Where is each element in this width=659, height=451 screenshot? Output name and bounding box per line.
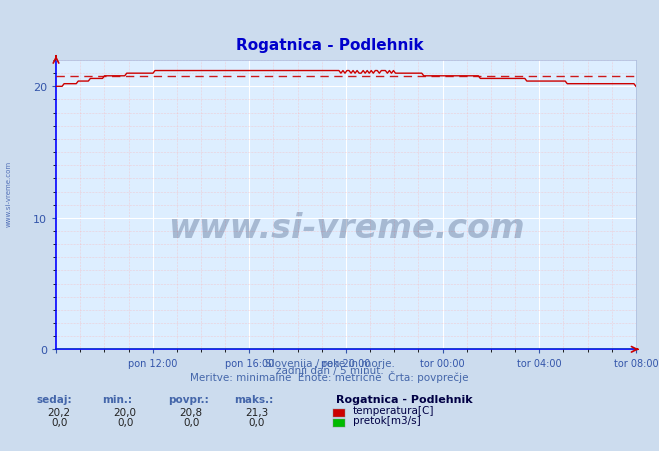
Text: povpr.:: povpr.: [168,394,209,404]
Text: 20,8: 20,8 [179,407,203,417]
Text: 0,0: 0,0 [183,417,199,427]
Text: www.si-vreme.com: www.si-vreme.com [167,212,525,245]
Text: 20,0: 20,0 [114,407,136,417]
Text: pretok[m3/s]: pretok[m3/s] [353,415,420,425]
Text: 0,0: 0,0 [117,417,133,427]
Text: Meritve: minimalne  Enote: metrične  Črta: povprečje: Meritve: minimalne Enote: metrične Črta:… [190,370,469,382]
Text: Slovenija / reke in morje.: Slovenija / reke in morje. [264,358,395,368]
Text: 0,0: 0,0 [249,417,265,427]
Text: sedaj:: sedaj: [36,394,72,404]
Text: 0,0: 0,0 [51,417,67,427]
Text: www.si-vreme.com: www.si-vreme.com [5,161,12,227]
Text: Rogatnica - Podlehnik: Rogatnica - Podlehnik [336,394,473,404]
Text: min.:: min.: [102,394,132,404]
Text: 21,3: 21,3 [245,407,269,417]
Text: temperatura[C]: temperatura[C] [353,405,434,415]
Text: Rogatnica - Podlehnik: Rogatnica - Podlehnik [236,37,423,53]
Text: zadnji dan / 5 minut.: zadnji dan / 5 minut. [275,365,384,375]
Text: 20,2: 20,2 [47,407,71,417]
Text: maks.:: maks.: [234,394,273,404]
